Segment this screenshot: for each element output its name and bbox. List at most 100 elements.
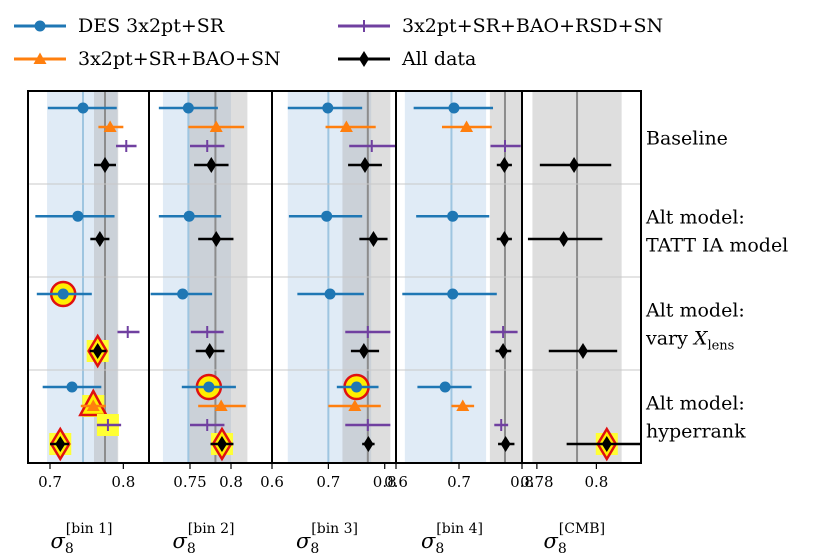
marker xyxy=(177,288,189,300)
marker xyxy=(203,381,215,393)
legend-marker xyxy=(33,52,47,64)
data-point-des-3x2pt-sr xyxy=(158,210,222,222)
data-point-3x2pt-sr-bao-rsd-sn xyxy=(96,414,122,436)
marker xyxy=(86,399,100,411)
marker xyxy=(92,343,103,359)
axis-label-sub: 8 xyxy=(435,541,444,557)
x-axis-label: σ8 [bin 3] xyxy=(296,521,358,557)
x-tick-label: 0.8 xyxy=(219,473,243,491)
panel-3: 0.6 0.7 0.8 σ8 [bin 3] xyxy=(260,90,397,557)
data-point-des-3x2pt-sr xyxy=(36,280,92,308)
data-point-all-data xyxy=(49,426,72,462)
marker xyxy=(100,157,110,173)
legend-item-1: 3x2pt+SR+BAO+SN xyxy=(14,48,281,70)
data-point-3x2pt-sr-bao-sn xyxy=(198,399,246,411)
marker xyxy=(498,343,509,359)
marker xyxy=(500,436,511,452)
x-tick-label: 0.8 xyxy=(373,473,397,491)
marker xyxy=(211,231,222,247)
panel-5: 0.78 0.8 σ8 [CMB] xyxy=(520,90,642,557)
data-point-des-3x2pt-sr xyxy=(181,373,236,401)
marker xyxy=(448,102,460,114)
axis-label-sub: 8 xyxy=(310,541,319,557)
data-point-all-data xyxy=(348,157,382,173)
data-point-3x2pt-sr-bao-rsd-sn xyxy=(490,140,521,152)
marker xyxy=(558,231,569,247)
axis-label-sup: [bin 4] xyxy=(436,521,483,537)
legend-label: 3x2pt+SR+BAO+RSD+SN xyxy=(402,15,663,37)
x-tick-label: 0.8 xyxy=(510,473,534,491)
axis-label-base: σ xyxy=(51,529,66,553)
panel-2: 0.75 0.8 σ8 [bin 2] xyxy=(148,90,273,557)
data-point-3x2pt-sr-bao-rsd-sn xyxy=(190,419,225,431)
marker xyxy=(182,102,194,114)
data-point-des-3x2pt-sr xyxy=(150,288,213,300)
panel-area xyxy=(28,91,149,463)
marker xyxy=(66,381,78,393)
marker xyxy=(322,102,334,114)
data-point-des-3x2pt-sr xyxy=(297,288,364,300)
marker xyxy=(183,210,195,222)
row-label-3: Alt model: xyxy=(645,393,745,415)
marker xyxy=(72,210,84,222)
data-point-des-3x2pt-sr xyxy=(42,381,102,393)
data-point-des-3x2pt-sr xyxy=(417,381,472,393)
axis-label-sub: 8 xyxy=(187,541,196,557)
data-point-3x2pt-sr-bao-sn xyxy=(328,399,381,411)
data-point-all-data xyxy=(350,343,380,359)
row-label-2: Alt model: xyxy=(645,300,745,322)
marker xyxy=(324,288,336,300)
x-axis-label: σ8 [bin 4] xyxy=(421,521,483,557)
panel-1: 0.7 0.8 σ8 [bin 1] xyxy=(27,90,150,557)
data-point-all-data xyxy=(194,157,229,173)
marker xyxy=(57,288,69,300)
data-point-3x2pt-sr-bao-sn xyxy=(78,388,109,417)
data-point-des-3x2pt-sr xyxy=(413,102,494,114)
panel-area xyxy=(272,91,396,463)
marker xyxy=(368,231,379,247)
data-point-3x2pt-sr-bao-rsd-sn xyxy=(190,326,224,338)
axis-label-sub: 8 xyxy=(558,541,567,557)
x-axis-label: σ8 [bin 2] xyxy=(173,521,235,557)
axis-label-sup: [bin 1] xyxy=(66,521,113,537)
marker xyxy=(499,157,510,173)
data-point-all-data xyxy=(566,426,641,462)
data-point-all-data xyxy=(527,231,603,247)
row-label-1: TATT IA model xyxy=(646,235,788,257)
data-point-3x2pt-sr-bao-rsd-sn xyxy=(117,326,140,338)
marker xyxy=(214,399,228,411)
data-point-all-data xyxy=(359,231,388,247)
x-axis-label: σ8 [bin 1] xyxy=(51,521,113,557)
legend-marker xyxy=(34,20,46,32)
data-point-des-3x2pt-sr xyxy=(158,102,218,114)
data-point-des-3x2pt-sr xyxy=(336,373,379,401)
marker xyxy=(94,231,105,247)
data-point-3x2pt-sr-bao-rsd-sn xyxy=(116,140,137,152)
data-point-all-data xyxy=(548,343,618,359)
panels: 0.7 0.8σ8[bin 1]0.75 0.8σ8[bin 2]0.6 0.7 0.8… xyxy=(27,90,642,557)
marker xyxy=(447,288,459,300)
marker xyxy=(348,399,362,411)
legend-item-3: All data xyxy=(338,48,476,70)
legend-label: All data xyxy=(401,48,476,70)
marker xyxy=(456,399,470,411)
x-tick-label: 0.6 xyxy=(260,473,284,491)
axis-label-sup: [bin 2] xyxy=(188,521,235,537)
marker xyxy=(499,231,510,247)
x-tick-label: 0.8 xyxy=(111,473,135,491)
marker xyxy=(447,210,459,222)
data-point-3x2pt-sr-bao-rsd-sn xyxy=(345,419,391,431)
legend-label: 3x2pt+SR+BAO+SN xyxy=(78,48,281,70)
legend-item-2: 3x2pt+SR+BAO+RSD+SN xyxy=(338,15,663,37)
x-tick-label: 0.7 xyxy=(447,473,471,491)
panel-4: 0.6 0.7 0.8 σ8 [bin 4] xyxy=(384,90,534,557)
marker xyxy=(77,102,89,114)
marker xyxy=(351,381,363,393)
data-point-des-3x2pt-sr xyxy=(47,102,117,114)
legend: DES 3x2pt+SR 3x2pt+SR+BAO+SN 3x2pt+SR+BAO+… xyxy=(14,15,663,70)
data-point-all-data xyxy=(210,426,234,462)
panel-frame xyxy=(521,90,642,464)
marker xyxy=(321,210,333,222)
data-point-3x2pt-sr-bao-rsd-sn xyxy=(494,419,509,431)
legend-item-0: DES 3x2pt+SR xyxy=(14,15,225,37)
